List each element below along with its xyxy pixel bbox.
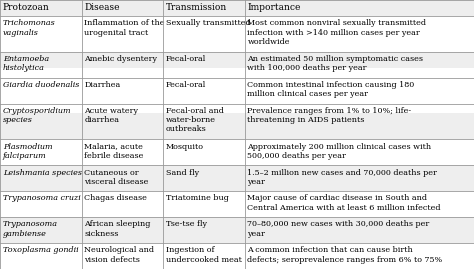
Text: Fecal-oral and
water-borne
outbreaks: Fecal-oral and water-borne outbreaks [166, 107, 224, 133]
Bar [245, 165, 474, 191]
Bar [163, 165, 245, 191]
Bar [82, 52, 163, 78]
Bar [245, 139, 474, 165]
Bar [245, 191, 474, 217]
Bar [82, 165, 163, 191]
Text: Inflammation of the
urogenital tract: Inflammation of the urogenital tract [84, 19, 165, 37]
Text: Neurological and
vision defects: Neurological and vision defects [84, 246, 155, 264]
Text: Fecal-oral: Fecal-oral [166, 81, 206, 89]
Text: Toxoplasma gondii: Toxoplasma gondii [3, 246, 79, 254]
Text: Malaria, acute
febrile disease: Malaria, acute febrile disease [84, 143, 144, 160]
Bar [0, 139, 82, 165]
Text: Mosquito: Mosquito [166, 143, 204, 151]
Text: Diarrhea: Diarrhea [84, 81, 120, 89]
Bar [0, 68, 82, 104]
Text: 1.5–2 million new cases and 70,000 deaths per
year: 1.5–2 million new cases and 70,000 death… [247, 169, 438, 186]
Bar [245, 217, 474, 243]
Text: Trypanosoma
gambiense: Trypanosoma gambiense [3, 220, 58, 238]
Bar [82, 68, 163, 104]
Text: Common intestinal infection causing 180
million clinical cases per year: Common intestinal infection causing 180 … [247, 81, 415, 98]
Text: African sleeping
sickness: African sleeping sickness [84, 220, 151, 238]
Text: Cutaneous or
visceral disease: Cutaneous or visceral disease [84, 169, 149, 186]
Bar [0, 0, 82, 16]
Text: Plasmodium
falciparum: Plasmodium falciparum [3, 143, 53, 160]
Text: Acute watery
diarrhea: Acute watery diarrhea [84, 107, 138, 124]
Bar [163, 191, 245, 217]
Bar [163, 139, 245, 165]
Bar [0, 114, 82, 139]
Bar [82, 114, 163, 139]
Text: Triatomine bug: Triatomine bug [166, 194, 229, 203]
Text: Transmission: Transmission [166, 3, 227, 12]
Text: A common infection that can cause birth
defects; seroprevalence ranges from 6% t: A common infection that can cause birth … [247, 246, 443, 264]
Bar [0, 217, 82, 243]
Text: Giardia duodenalis: Giardia duodenalis [3, 81, 79, 89]
Bar [245, 52, 474, 78]
Text: Tse-tse fly: Tse-tse fly [166, 220, 207, 228]
Text: Protozoan: Protozoan [3, 3, 50, 12]
Bar [163, 68, 245, 104]
Text: Prevalence ranges from 1% to 10%; life-
threatening in AIDS patients: Prevalence ranges from 1% to 10%; life- … [247, 107, 411, 124]
Text: Importance: Importance [247, 3, 301, 12]
Text: Amebic dysentery: Amebic dysentery [84, 55, 157, 63]
Text: Cryptosporidium
species: Cryptosporidium species [3, 107, 72, 124]
Bar [245, 26, 474, 52]
Bar [163, 52, 245, 78]
Bar [82, 26, 163, 52]
Bar [163, 0, 245, 16]
Bar [82, 0, 163, 16]
Bar [82, 217, 163, 243]
Bar [163, 217, 245, 243]
Bar [245, 68, 474, 104]
Text: Most common nonviral sexually transmitted
infection with >140 million cases per : Most common nonviral sexually transmitte… [247, 19, 427, 46]
Text: Trypanosoma cruzi: Trypanosoma cruzi [3, 194, 81, 203]
Text: Ingestion of
undercooked meat: Ingestion of undercooked meat [166, 246, 242, 264]
Bar [245, 0, 474, 16]
Text: Disease: Disease [84, 3, 120, 12]
Text: An estimated 50 million symptomatic cases
with 100,000 deaths per year: An estimated 50 million symptomatic case… [247, 55, 423, 72]
Bar [163, 26, 245, 52]
Bar [0, 26, 82, 52]
Bar [163, 114, 245, 139]
Bar [0, 165, 82, 191]
Bar [0, 191, 82, 217]
Text: Approximately 200 million clinical cases with
500,000 deaths per year: Approximately 200 million clinical cases… [247, 143, 431, 160]
Text: Leishmania species: Leishmania species [3, 169, 82, 176]
Text: Sand fly: Sand fly [166, 169, 199, 176]
Bar [82, 139, 163, 165]
Text: Sexually transmitted: Sexually transmitted [166, 19, 251, 27]
Bar [0, 52, 82, 78]
Bar [245, 114, 474, 139]
Text: Major cause of cardiac disease in South and
Central America with at least 6 mill: Major cause of cardiac disease in South … [247, 194, 441, 212]
Text: Entamoeba
histolytica: Entamoeba histolytica [3, 55, 49, 72]
Text: Chagas disease: Chagas disease [84, 194, 147, 203]
Text: Fecal-oral: Fecal-oral [166, 55, 206, 63]
Text: 70–80,000 new cases with 30,000 deaths per
year: 70–80,000 new cases with 30,000 deaths p… [247, 220, 429, 238]
Text: Trichomonas
vaginalis: Trichomonas vaginalis [3, 19, 55, 37]
Bar [82, 191, 163, 217]
